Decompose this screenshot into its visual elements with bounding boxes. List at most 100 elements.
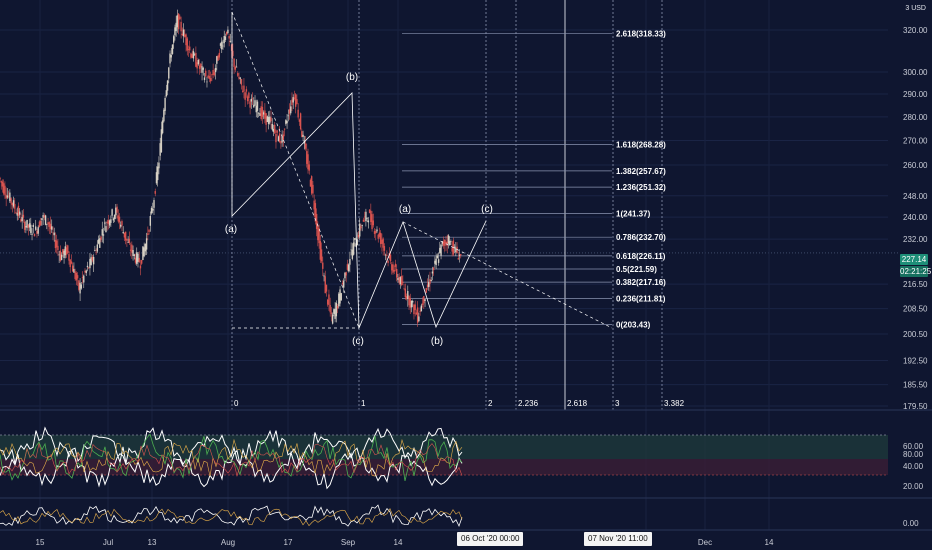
candle-body <box>287 115 289 117</box>
candle-body <box>376 229 378 232</box>
bar-countdown-badge: 02:21:25 <box>900 266 932 277</box>
candle-body <box>160 129 163 153</box>
candle-body <box>81 277 84 279</box>
candle-body <box>435 258 437 266</box>
candle-body <box>197 60 200 65</box>
candle-body <box>9 192 11 202</box>
candle-body <box>28 223 31 228</box>
candle-body <box>251 98 254 100</box>
currency-label: 3 USD <box>905 5 926 12</box>
candle-body <box>314 203 317 222</box>
candle-body <box>238 76 240 79</box>
price-series <box>0 9 462 327</box>
candle-body <box>112 218 115 221</box>
candle-body <box>304 143 307 149</box>
candle-body <box>425 288 427 293</box>
candle-body <box>152 208 154 211</box>
candle-body <box>331 314 334 324</box>
time-zone-label: 2 <box>488 399 493 408</box>
candle-body <box>437 259 440 263</box>
candle-body <box>428 282 430 287</box>
candle-body <box>389 254 392 262</box>
candle-body <box>394 263 397 267</box>
x-tick-label: 14 <box>765 538 774 547</box>
candle-body <box>327 299 329 305</box>
candle-body <box>221 41 223 50</box>
candle-body <box>100 236 102 240</box>
lower-osc-signal <box>0 508 463 527</box>
x-tick-label: Dec <box>698 538 712 547</box>
candle-body <box>137 253 139 262</box>
candle-body <box>70 261 73 264</box>
candle-body <box>372 220 374 226</box>
candle-body <box>187 49 190 50</box>
candle-body <box>216 56 218 64</box>
candle-body <box>344 272 346 279</box>
candle-body <box>83 275 85 283</box>
candle-body <box>310 176 313 194</box>
y-tick-label: 290.00 <box>903 90 928 99</box>
candle-body <box>271 123 273 130</box>
candle-body <box>306 151 308 164</box>
candle-body <box>334 308 336 319</box>
y-tick-label: 200.50 <box>903 330 928 339</box>
candle-body <box>224 36 227 40</box>
candle-body <box>444 239 446 246</box>
candle-body <box>254 100 256 106</box>
candle-body <box>94 250 96 252</box>
candle-body <box>155 172 158 184</box>
candle-body <box>222 45 224 47</box>
candle-body <box>147 233 149 235</box>
candle-body <box>0 180 2 183</box>
candle-body <box>208 76 211 79</box>
candle-body <box>186 38 188 51</box>
candle-body <box>212 70 214 75</box>
candle-body <box>399 277 402 285</box>
candle-body <box>410 301 413 308</box>
candle-body <box>144 243 147 252</box>
candle-body <box>39 220 42 226</box>
candle-body <box>55 240 58 248</box>
candle-body <box>301 131 303 137</box>
candle-body <box>148 229 150 233</box>
candle-body <box>79 282 81 294</box>
candle-body <box>356 239 358 246</box>
candle-body <box>200 63 202 68</box>
candle-body <box>46 224 48 225</box>
candle-body <box>233 58 235 67</box>
candle-body <box>381 239 383 244</box>
candle-body <box>131 244 133 253</box>
candle-body <box>96 244 99 252</box>
candle-body <box>206 81 208 83</box>
oversold-zone <box>0 459 888 475</box>
candle-body <box>78 280 80 290</box>
candle-body <box>117 215 119 222</box>
candle-body <box>246 96 249 102</box>
candle-body <box>228 36 230 39</box>
candle-body <box>460 254 462 256</box>
candle-body <box>371 214 373 230</box>
candle-body <box>434 260 436 264</box>
candle-body <box>265 113 267 125</box>
candle-body <box>120 224 122 227</box>
candle-body <box>67 245 69 253</box>
candle-body <box>21 216 23 222</box>
candle-body <box>276 130 278 133</box>
x-tick-label: Jul <box>103 538 113 547</box>
candle-body <box>384 254 387 256</box>
candle-body <box>355 243 357 247</box>
candle-body <box>69 259 71 268</box>
candle-body <box>296 99 298 104</box>
candle-body <box>133 254 135 256</box>
candle-body <box>14 203 16 209</box>
candle-body <box>382 238 384 248</box>
candle-body <box>457 258 460 260</box>
candle-body <box>108 220 111 226</box>
candle-body <box>378 232 381 237</box>
candle-body <box>168 67 170 79</box>
candle-body <box>345 272 347 276</box>
candle-body <box>447 235 450 244</box>
candle-body <box>448 240 451 246</box>
